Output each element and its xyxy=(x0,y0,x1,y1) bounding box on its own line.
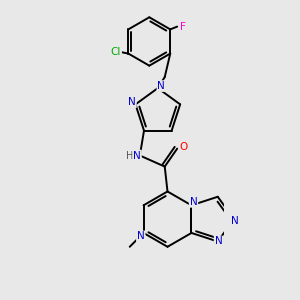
Text: N: N xyxy=(158,81,165,91)
Text: F: F xyxy=(180,22,186,32)
Text: N: N xyxy=(133,151,141,160)
Text: N: N xyxy=(137,231,145,242)
Text: H: H xyxy=(127,151,134,160)
Text: N: N xyxy=(128,97,136,107)
Text: O: O xyxy=(179,142,188,152)
Text: N: N xyxy=(214,236,222,247)
Text: N: N xyxy=(190,197,197,207)
Text: Cl: Cl xyxy=(111,47,121,57)
Text: N: N xyxy=(231,215,239,226)
